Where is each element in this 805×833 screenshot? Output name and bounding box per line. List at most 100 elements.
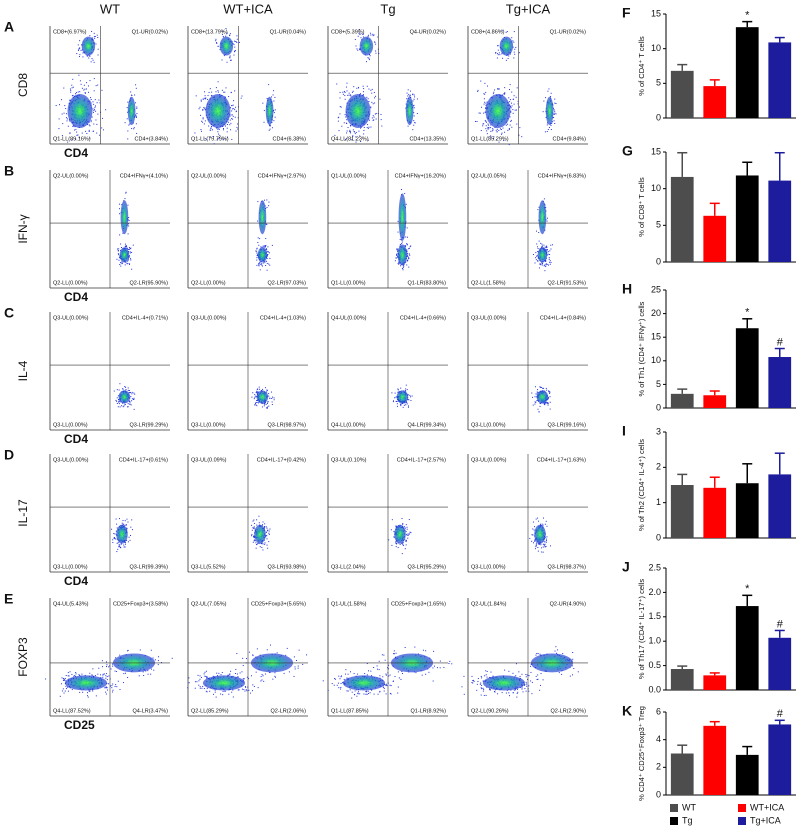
- event-dot: [217, 128, 219, 130]
- event-dot: [231, 110, 233, 112]
- event-dot: [369, 692, 371, 694]
- event-dot: [471, 675, 473, 677]
- event-dot: [546, 254, 548, 256]
- event-dot: [546, 122, 548, 124]
- y-tick-label: 15: [651, 146, 661, 156]
- quadrant-label: Q2-UL(0.00%): [53, 173, 89, 179]
- event-dot: [195, 95, 197, 97]
- event-dot: [257, 241, 259, 243]
- event-dot: [87, 696, 89, 698]
- event-dot: [288, 671, 290, 673]
- event-dot: [381, 654, 383, 656]
- event-dot: [507, 123, 509, 125]
- event-dot: [486, 676, 488, 678]
- event-dot: [477, 89, 479, 91]
- event-dot: [266, 251, 268, 253]
- event-dot: [385, 684, 387, 686]
- event-dot: [224, 690, 226, 692]
- event-dot: [93, 103, 95, 105]
- density-blob: [396, 390, 409, 404]
- event-dot: [228, 96, 230, 98]
- event-dot: [349, 671, 351, 673]
- event-dot: [274, 116, 276, 118]
- event-dot: [357, 49, 359, 51]
- event-dot: [396, 401, 398, 403]
- event-dot: [90, 102, 92, 104]
- density-blob: [257, 247, 268, 263]
- event-dot: [83, 89, 85, 91]
- event-dot: [483, 112, 485, 114]
- event-dot: [266, 98, 268, 100]
- quadrant-label: Q4-UR(0.02%): [410, 29, 447, 35]
- density-blob: [545, 96, 554, 126]
- bar: [670, 669, 694, 690]
- event-dot: [395, 541, 397, 543]
- event-dot: [513, 51, 515, 53]
- event-dot: [379, 691, 381, 693]
- quadrant-label: Q4-LR(3.47%): [133, 708, 169, 714]
- event-dot: [537, 246, 539, 248]
- event-dot: [501, 30, 503, 32]
- event-dot: [367, 690, 369, 692]
- density-blob: [67, 93, 93, 128]
- event-dot: [200, 100, 202, 102]
- event-dot: [86, 695, 88, 697]
- event-dot: [483, 98, 485, 100]
- event-dot: [223, 129, 225, 131]
- density-blob: [202, 675, 246, 691]
- quadrant-label: Q3-LL(0.00%): [471, 422, 506, 428]
- event-dot: [540, 544, 542, 546]
- event-dot: [230, 670, 232, 672]
- event-dot: [486, 101, 488, 103]
- event-dot: [114, 538, 116, 540]
- event-dot: [516, 692, 518, 694]
- event-dot: [504, 92, 506, 94]
- event-dot: [542, 679, 544, 681]
- x-axis-label: CD4: [64, 146, 88, 160]
- event-dot: [400, 403, 402, 405]
- event-dot: [534, 396, 536, 398]
- event-dot: [483, 688, 485, 690]
- event-dot: [251, 524, 253, 526]
- event-dot: [521, 687, 523, 689]
- density-blob: [118, 390, 131, 404]
- event-dot: [131, 398, 133, 400]
- event-dot: [125, 245, 127, 247]
- density-blob: [482, 675, 526, 691]
- quadrant-label: CD4+(3.84%): [135, 136, 169, 142]
- event-dot: [81, 44, 83, 46]
- event-dot: [407, 537, 409, 539]
- event-dot: [69, 133, 71, 135]
- event-dot: [266, 391, 268, 393]
- event-dot: [395, 525, 397, 527]
- quadrant-label: Q3-LR(98.37%): [547, 564, 586, 570]
- event-dot: [537, 517, 539, 519]
- event-dot: [549, 254, 551, 256]
- event-dot: [402, 524, 404, 526]
- event-dot: [235, 40, 237, 42]
- event-dot: [114, 670, 116, 672]
- event-dot: [343, 122, 345, 124]
- event-dot: [101, 666, 103, 668]
- event-dot: [265, 531, 267, 533]
- event-dot: [133, 398, 135, 400]
- event-dot: [535, 257, 537, 259]
- event-dot: [413, 124, 415, 126]
- event-dot: [266, 269, 268, 271]
- event-dot: [397, 388, 399, 390]
- event-dot: [127, 649, 129, 651]
- event-dot: [389, 692, 391, 694]
- event-dot: [533, 529, 535, 531]
- event-dot: [93, 108, 95, 110]
- event-dot: [484, 82, 486, 84]
- event-dot: [353, 86, 355, 88]
- event-dot: [340, 682, 342, 684]
- event-dot: [216, 42, 218, 44]
- event-dot: [268, 533, 270, 535]
- event-dot: [482, 123, 484, 125]
- event-dot: [501, 53, 503, 55]
- event-dot: [68, 675, 70, 677]
- event-dot: [124, 543, 126, 545]
- event-dot: [432, 680, 434, 682]
